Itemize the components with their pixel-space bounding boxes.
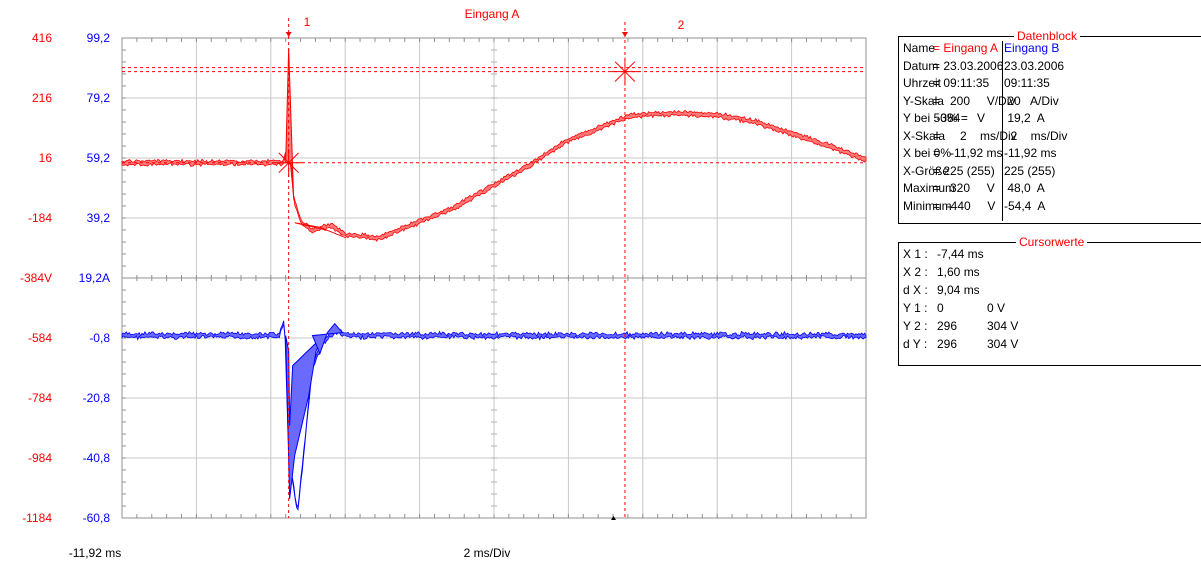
cw-a: 296	[937, 319, 958, 333]
datenblock-panel: Datenblock Name = Eingang A Eingang B Datum…	[898, 29, 1201, 224]
axis-a-tick-label: -1184	[22, 511, 52, 525]
cw-label: X 1 :	[903, 247, 928, 261]
cursorwerte-title: Cursorwerte	[1016, 235, 1088, 249]
cursor-1-marker-icon[interactable]	[285, 32, 292, 37]
axis-a-tick-label: -384V	[20, 271, 52, 285]
cw-b: 304 V	[987, 337, 1019, 351]
db-a: = 320 V	[933, 181, 995, 195]
db-b: Eingang B	[1004, 41, 1060, 55]
series-b-ring	[311, 322, 344, 355]
db-b: -54,4 A	[1004, 198, 1046, 213]
axis-a-ticks: 416 216 16 -184 -384V -584 -784 -984 -1184	[20, 31, 52, 525]
axis-b-tick-label: 59,2	[87, 151, 111, 165]
cw-label: Y 2 :	[903, 319, 928, 333]
chart-grid	[121, 37, 867, 519]
axis-a-tick-label: 216	[32, 91, 52, 105]
cw-a: -7,44 ms	[937, 247, 984, 261]
cw-label: d Y :	[903, 337, 928, 351]
axis-b-tick-label: -40,8	[83, 451, 111, 465]
cw-label: d X :	[903, 283, 928, 297]
axis-b-tick-label: 99,2	[87, 31, 111, 45]
star-stroke	[614, 61, 636, 82]
db-a: = 2 ms/Div	[933, 128, 1017, 143]
db-label: X bei 0%	[903, 146, 952, 160]
db-b: 20 A/Div	[1004, 93, 1059, 108]
axis-a-tick-label: -584	[28, 331, 52, 345]
db-label: Maximum	[903, 181, 956, 195]
db-b: 23.03.2006	[1004, 58, 1065, 73]
db-a: = -440 V	[933, 198, 996, 213]
series-a-bump	[294, 222, 347, 239]
series-a-envelope	[121, 109, 867, 242]
db-b: -11,92 ms	[1004, 146, 1057, 160]
datenblock-title: Datenblock	[1014, 29, 1081, 43]
star-stroke	[278, 152, 299, 174]
cursor-2-star-icon	[610, 57, 639, 86]
cw-b: 0 V	[987, 301, 1006, 315]
axis-b-tick-label: 39,2	[87, 211, 111, 225]
db-label: Datum	[903, 58, 939, 73]
cw-b: 304 V	[987, 319, 1019, 333]
cw-a: 296	[937, 337, 958, 351]
db-b: 2 ms/Div	[1004, 128, 1068, 143]
axis-b-tick-label: 19,2A	[79, 271, 110, 285]
x-scale-label: 2 ms/Div	[464, 546, 511, 560]
oscilloscope-chart[interactable]: 416 216 16 -184 -384V -584 -784 -984 -1184 99,2 7…	[0, 0, 880, 565]
axis-b-tick-label: -0,8	[89, 331, 110, 345]
db-a: = -11,92 ms	[933, 146, 1003, 160]
series-b-spike	[285, 335, 325, 499]
axis-b-tick-label: -20,8	[83, 391, 111, 405]
axis-a-tick-label: -184	[28, 211, 52, 225]
cw-a: 0	[937, 301, 944, 315]
db-b: 19,2 A	[1004, 111, 1045, 125]
db-a: = Eingang A	[933, 41, 999, 55]
cursor-1-star-icon	[274, 148, 303, 177]
chart-frame	[121, 37, 867, 519]
series-b-envelope	[121, 320, 867, 511]
axis-a-tick-label: -784	[28, 391, 52, 405]
db-label: Y bei 50% =	[903, 111, 968, 125]
cw-label: X 2 :	[903, 265, 928, 279]
db-a: = 225 (255)	[933, 163, 995, 178]
cursorwerte-panel: Cursorwerte X 1 : -7,44 ms X 2 : 1,60 ms d X…	[898, 235, 1201, 366]
db-label: X-Größe	[903, 163, 950, 178]
db-label: Y-Skala	[903, 93, 944, 108]
trigger-marker-icon	[611, 516, 616, 520]
chart-title: Eingang A	[465, 7, 520, 21]
cw-a: 9,04 ms	[937, 283, 980, 297]
axis-b-tick-label: 79,2	[87, 91, 111, 105]
series-eingang-b	[121, 320, 867, 511]
db-b: 48,0 A	[1004, 181, 1045, 195]
axis-b-tick-label: -60,8	[83, 511, 111, 525]
db-label: Name	[903, 41, 936, 55]
db-a: = 09:11:35	[933, 76, 990, 90]
db-b: 09:11:35	[1004, 76, 1050, 90]
db-label: X-Skala	[903, 128, 946, 143]
cw-label: Y 1 :	[903, 301, 928, 315]
db-label: Minimum	[903, 198, 952, 213]
axis-a-tick-label: 16	[39, 151, 53, 165]
x-start-label: -11,92 ms	[69, 546, 121, 560]
db-a: -384 V	[933, 111, 986, 125]
datenblock-divider	[1002, 41, 1003, 221]
axis-a-tick-label: 416	[32, 31, 52, 45]
cursor-1-label[interactable]: 1	[304, 15, 311, 29]
cw-a: 1,60 ms	[937, 265, 980, 279]
db-label: Uhrzeit	[903, 76, 942, 90]
db-a: = 23.03.2006	[933, 58, 1004, 73]
cursor-2-marker-icon[interactable]	[621, 32, 628, 37]
cursor-lines[interactable]	[122, 18, 866, 518]
db-a: = 200 V/Div	[933, 93, 1016, 108]
axis-b-ticks: 99,2 79,2 59,2 39,2 19,2A -0,8 -20,8 -40,8 -60,8	[79, 31, 111, 525]
cursor-2-label[interactable]: 2	[678, 18, 685, 32]
db-b: 225 (255)	[1004, 163, 1056, 178]
axis-a-tick-label: -984	[28, 451, 52, 465]
plot-border	[121, 37, 867, 519]
